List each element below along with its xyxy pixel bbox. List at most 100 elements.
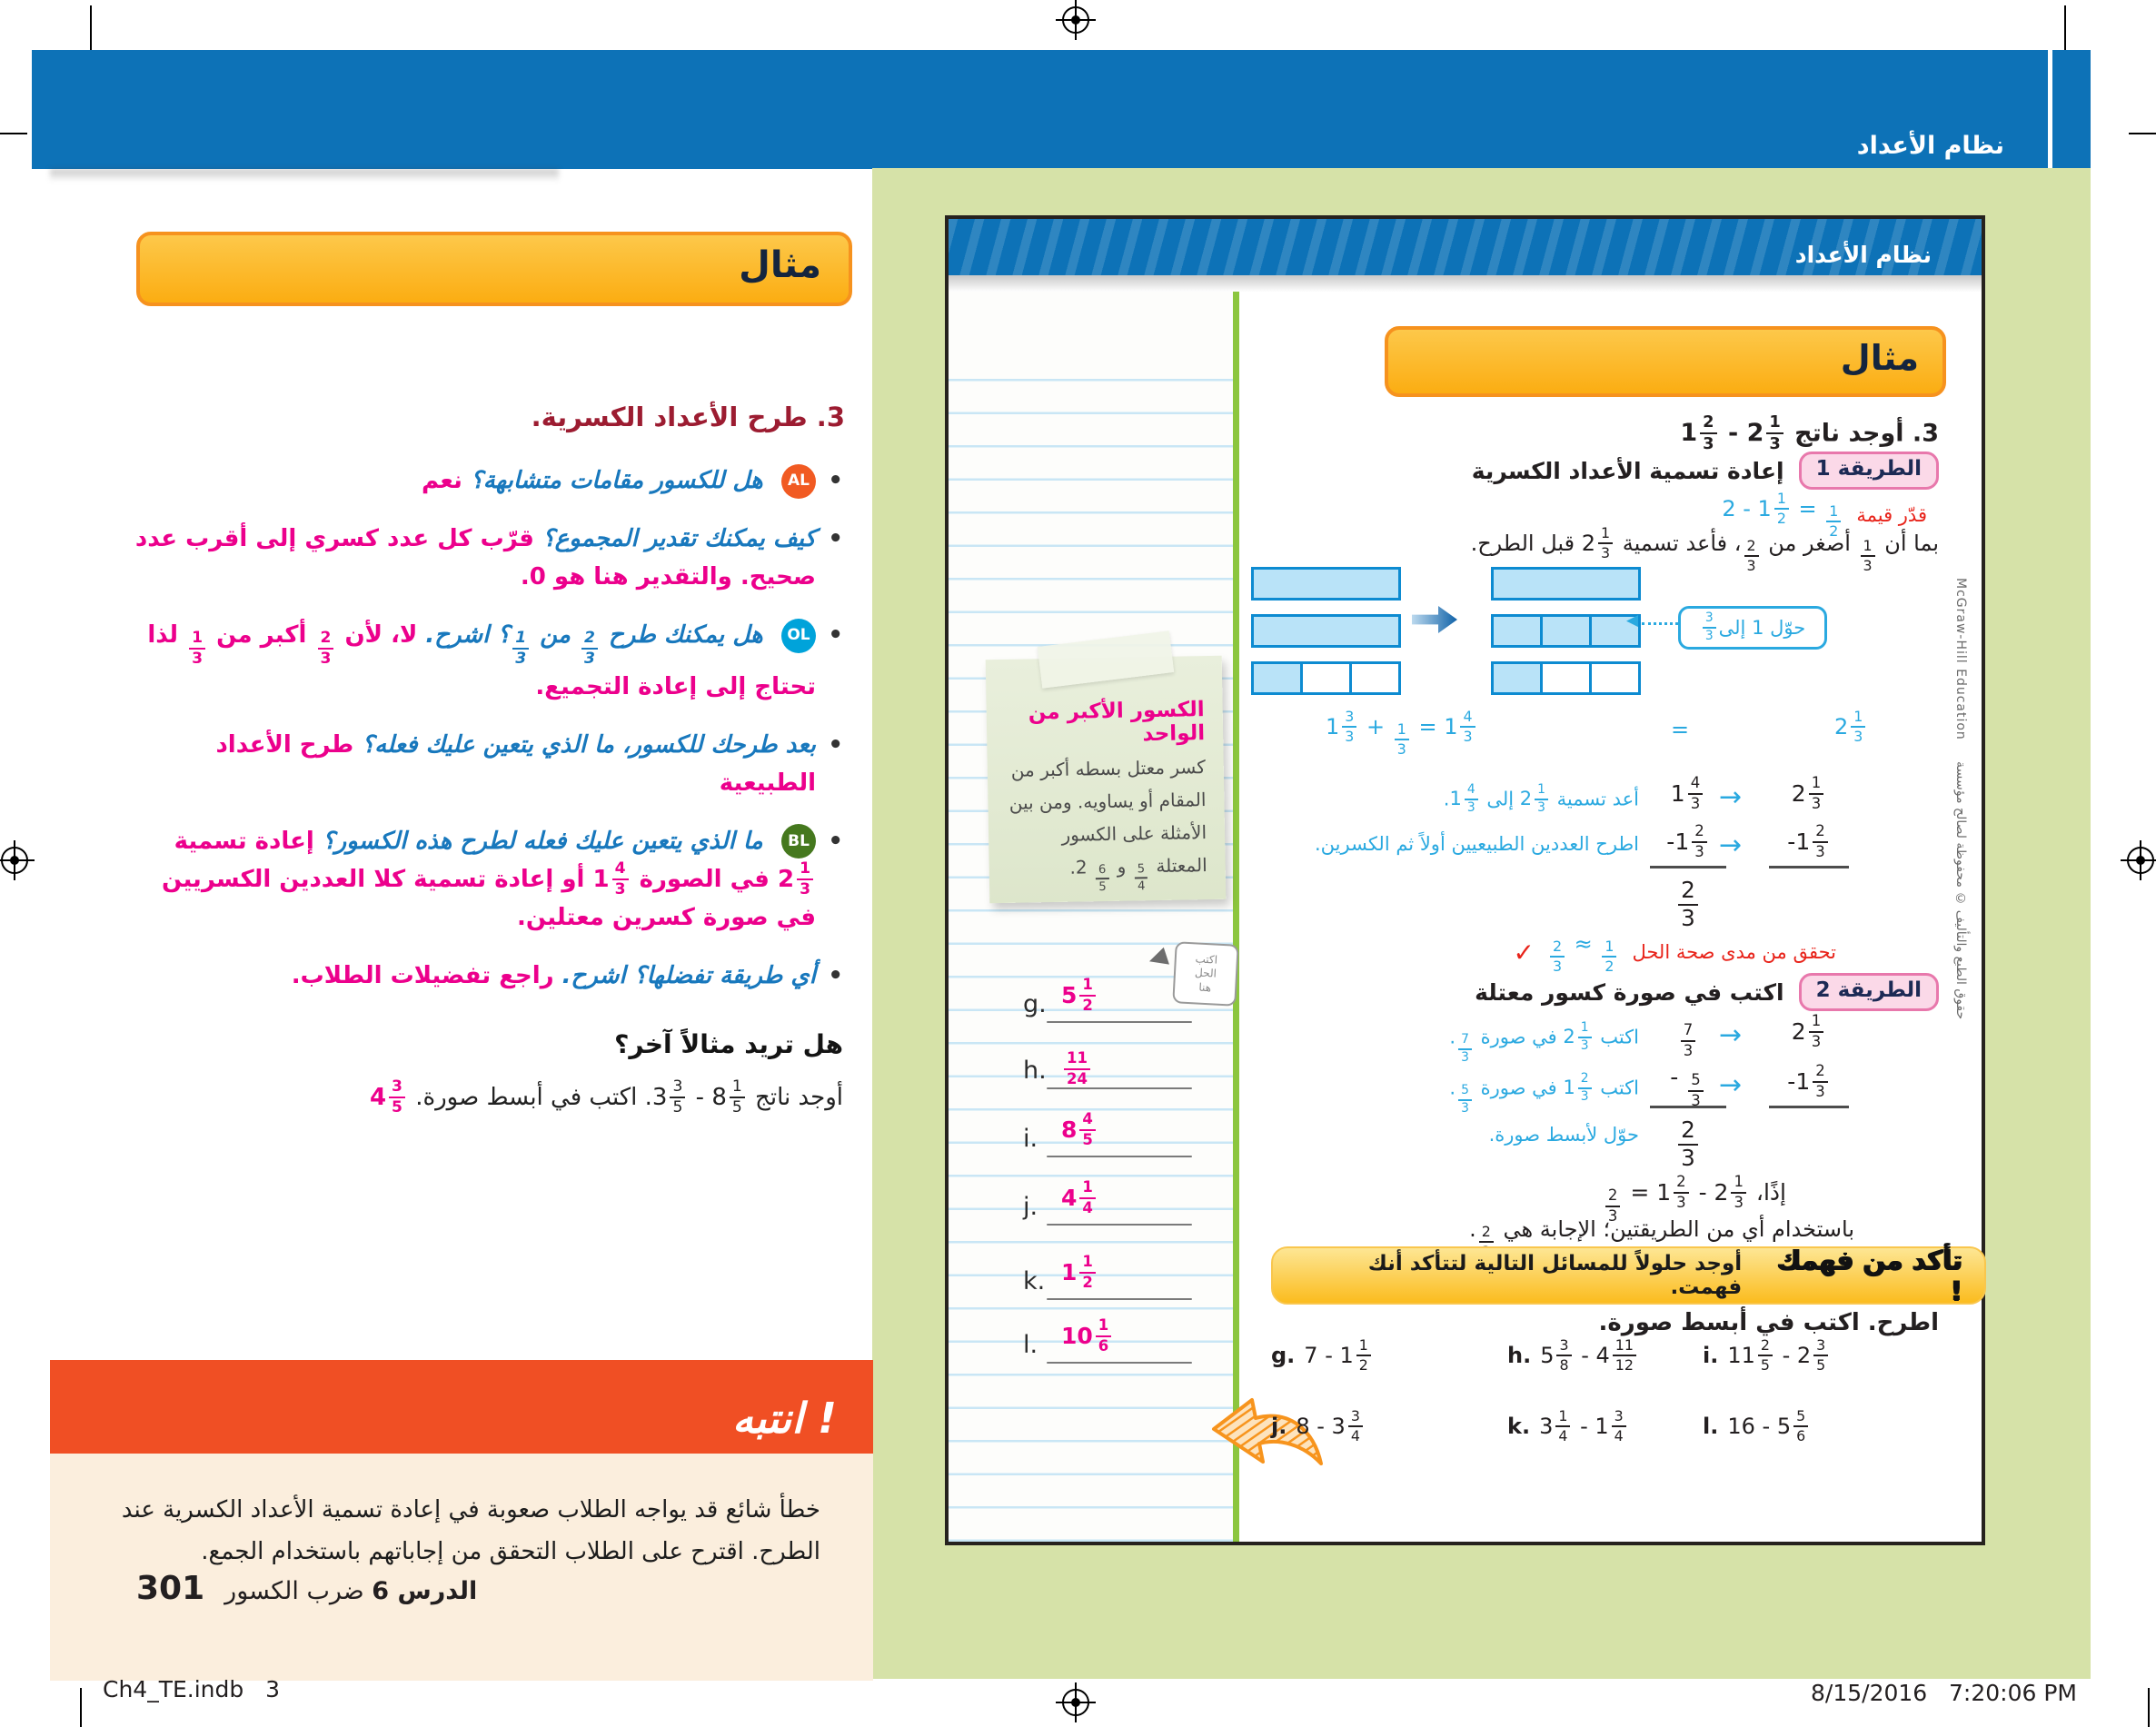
answer-line [1047, 1362, 1192, 1364]
bullet-icon: • [828, 467, 843, 494]
stamp-line: هنا [1198, 980, 1212, 995]
answer-value: 11 24 [1061, 1042, 1093, 1087]
lesson-topic: ضرب الكسور [224, 1577, 364, 1605]
answer-line [1047, 1021, 1192, 1023]
page-number: 301 [136, 1570, 205, 1607]
level-badge-ol: OL [781, 618, 816, 653]
method1-row: الطريقة 1 إعادة تسمية الأعداد الكسرية [1472, 452, 1939, 490]
lesson-label: الدرس 6 [372, 1577, 478, 1605]
sticky-note: الكسور الأكبر من الواحد كسر معتل بسطه أك… [985, 655, 1227, 904]
answer-line [1047, 1224, 1192, 1226]
check-label: تحقق من مدى صحة الحل [1632, 941, 1836, 964]
answer-text: طرح الأعداد الطبيعية [215, 730, 816, 797]
question-text: هل للكسور مقامات متشابهة؟ [462, 467, 763, 494]
teacher-step-heading: 3. طرح الأعداد الكسرية. [531, 402, 845, 432]
level-badge-bl: BL [781, 824, 816, 859]
curved-arrow-icon [1212, 1398, 1323, 1465]
student-page: نظام الأعداد الكسور الأكبر من الواحد كسر… [945, 215, 1986, 1545]
arrow-right-icon: → [1719, 781, 1743, 813]
lesson-title: الدرس 6 ضرب الكسور [224, 1577, 477, 1605]
answer-text: راجع تفضيلات الطلاب. [291, 962, 554, 990]
answer-text: نعم [422, 467, 462, 494]
teacher-bullet-list: • AL هل للكسور مقامات متشابهة؟ نعم • كيف… [134, 462, 847, 1117]
student-example-banner-label: مثال [1840, 338, 1919, 378]
answer-value: 10 1 6 [1061, 1317, 1114, 1354]
teacher-bullet: • AL هل للكسور مقامات متشابهة؟ نعم [134, 462, 847, 500]
masthead-shadow [50, 169, 559, 182]
trim-mark [90, 5, 92, 51]
teacher-bullet: • BL ما الذي يتعين عليك فعله لطرح هذه ال… [134, 822, 847, 937]
attention-body: خطأ شائع قد يواجه الطلاب صعوبة في إعادة … [121, 1496, 820, 1565]
trim-mark [2129, 133, 2156, 134]
answer-label: h. [1023, 1057, 1047, 1085]
level-badge-al: AL [781, 463, 816, 499]
exercise-label: l. [1703, 1413, 1719, 1439]
header-gradient-strip [949, 275, 1982, 292]
subtraction-rule [1769, 1106, 1849, 1108]
lesson-footer: 301 الدرس 6 ضرب الكسور [136, 1570, 477, 1607]
method1-title: إعادة تسمية الأعداد الكسرية [1471, 457, 1784, 484]
masthead-divider [2048, 50, 2052, 169]
either-way-line: باستخدام أي من الطريقتين؛ الإجابة هي 23. [1469, 1216, 1854, 1259]
notebook-margin-strip [1233, 292, 1239, 1542]
teacher-bullet: • أي طريقة تفضلها؟ اشرح. راجع تفضيلات ال… [134, 957, 847, 995]
fraction-bar [1491, 567, 1641, 600]
subtract-heading: اطرح. اكتب في أبسط صورة. [1598, 1309, 1940, 1336]
attention-banner-label: انتبه ! [731, 1394, 837, 1443]
subtraction-rule [1650, 866, 1726, 868]
exercise-label: i. [1703, 1342, 1719, 1368]
attention-banner: انتبه ! [50, 1360, 873, 1454]
masthead-bar: نظام الأعداد [32, 50, 2091, 169]
answer-line [1047, 1156, 1192, 1157]
answer-label: k. [1023, 1267, 1046, 1295]
exercise-label: h. [1507, 1342, 1532, 1368]
fraction-bar [1491, 614, 1641, 648]
subtraction-rule [1769, 866, 1849, 868]
trim-mark [2148, 1688, 2150, 1727]
more-example-title: هل تريد مثالاً آخر؟ [614, 1029, 843, 1060]
bullet-icon: • [828, 962, 843, 990]
step-label: اطرح العددين الطبيعيين أولاً ثم الكسرين. [1315, 833, 1639, 855]
footer-file-info: Ch4_TE.indb 3 [103, 1676, 280, 1702]
arrow-right-icon: → [1719, 829, 1743, 861]
stamp-line: اكتب [1195, 952, 1218, 967]
teacher-example-banner-label: مثال [739, 244, 821, 286]
exercise-label: j. [1271, 1413, 1287, 1439]
estimate-label: قدّر قيمة [1856, 503, 1927, 526]
answer-label: g. [1023, 990, 1047, 1018]
notebook-paper [949, 292, 1233, 1542]
copyright-vertical: McGraw-Hill Education حقوق الطبع والتألي… [1953, 578, 1968, 1250]
registration-mark-bottom [1056, 1682, 1096, 1722]
callout-arrowhead-icon: ◀ [1626, 611, 1639, 630]
solution-stamp: اكتب الحل هنا [1172, 941, 1239, 1007]
question-text: كيف يمكنك تقدير المجموع؟ [533, 525, 816, 553]
fraction-model-renamed [1491, 567, 1641, 695]
method2-badge: الطريقة 2 [1798, 973, 1939, 1011]
answer-label: l. [1023, 1331, 1038, 1359]
answer-label: j. [1023, 1193, 1038, 1221]
